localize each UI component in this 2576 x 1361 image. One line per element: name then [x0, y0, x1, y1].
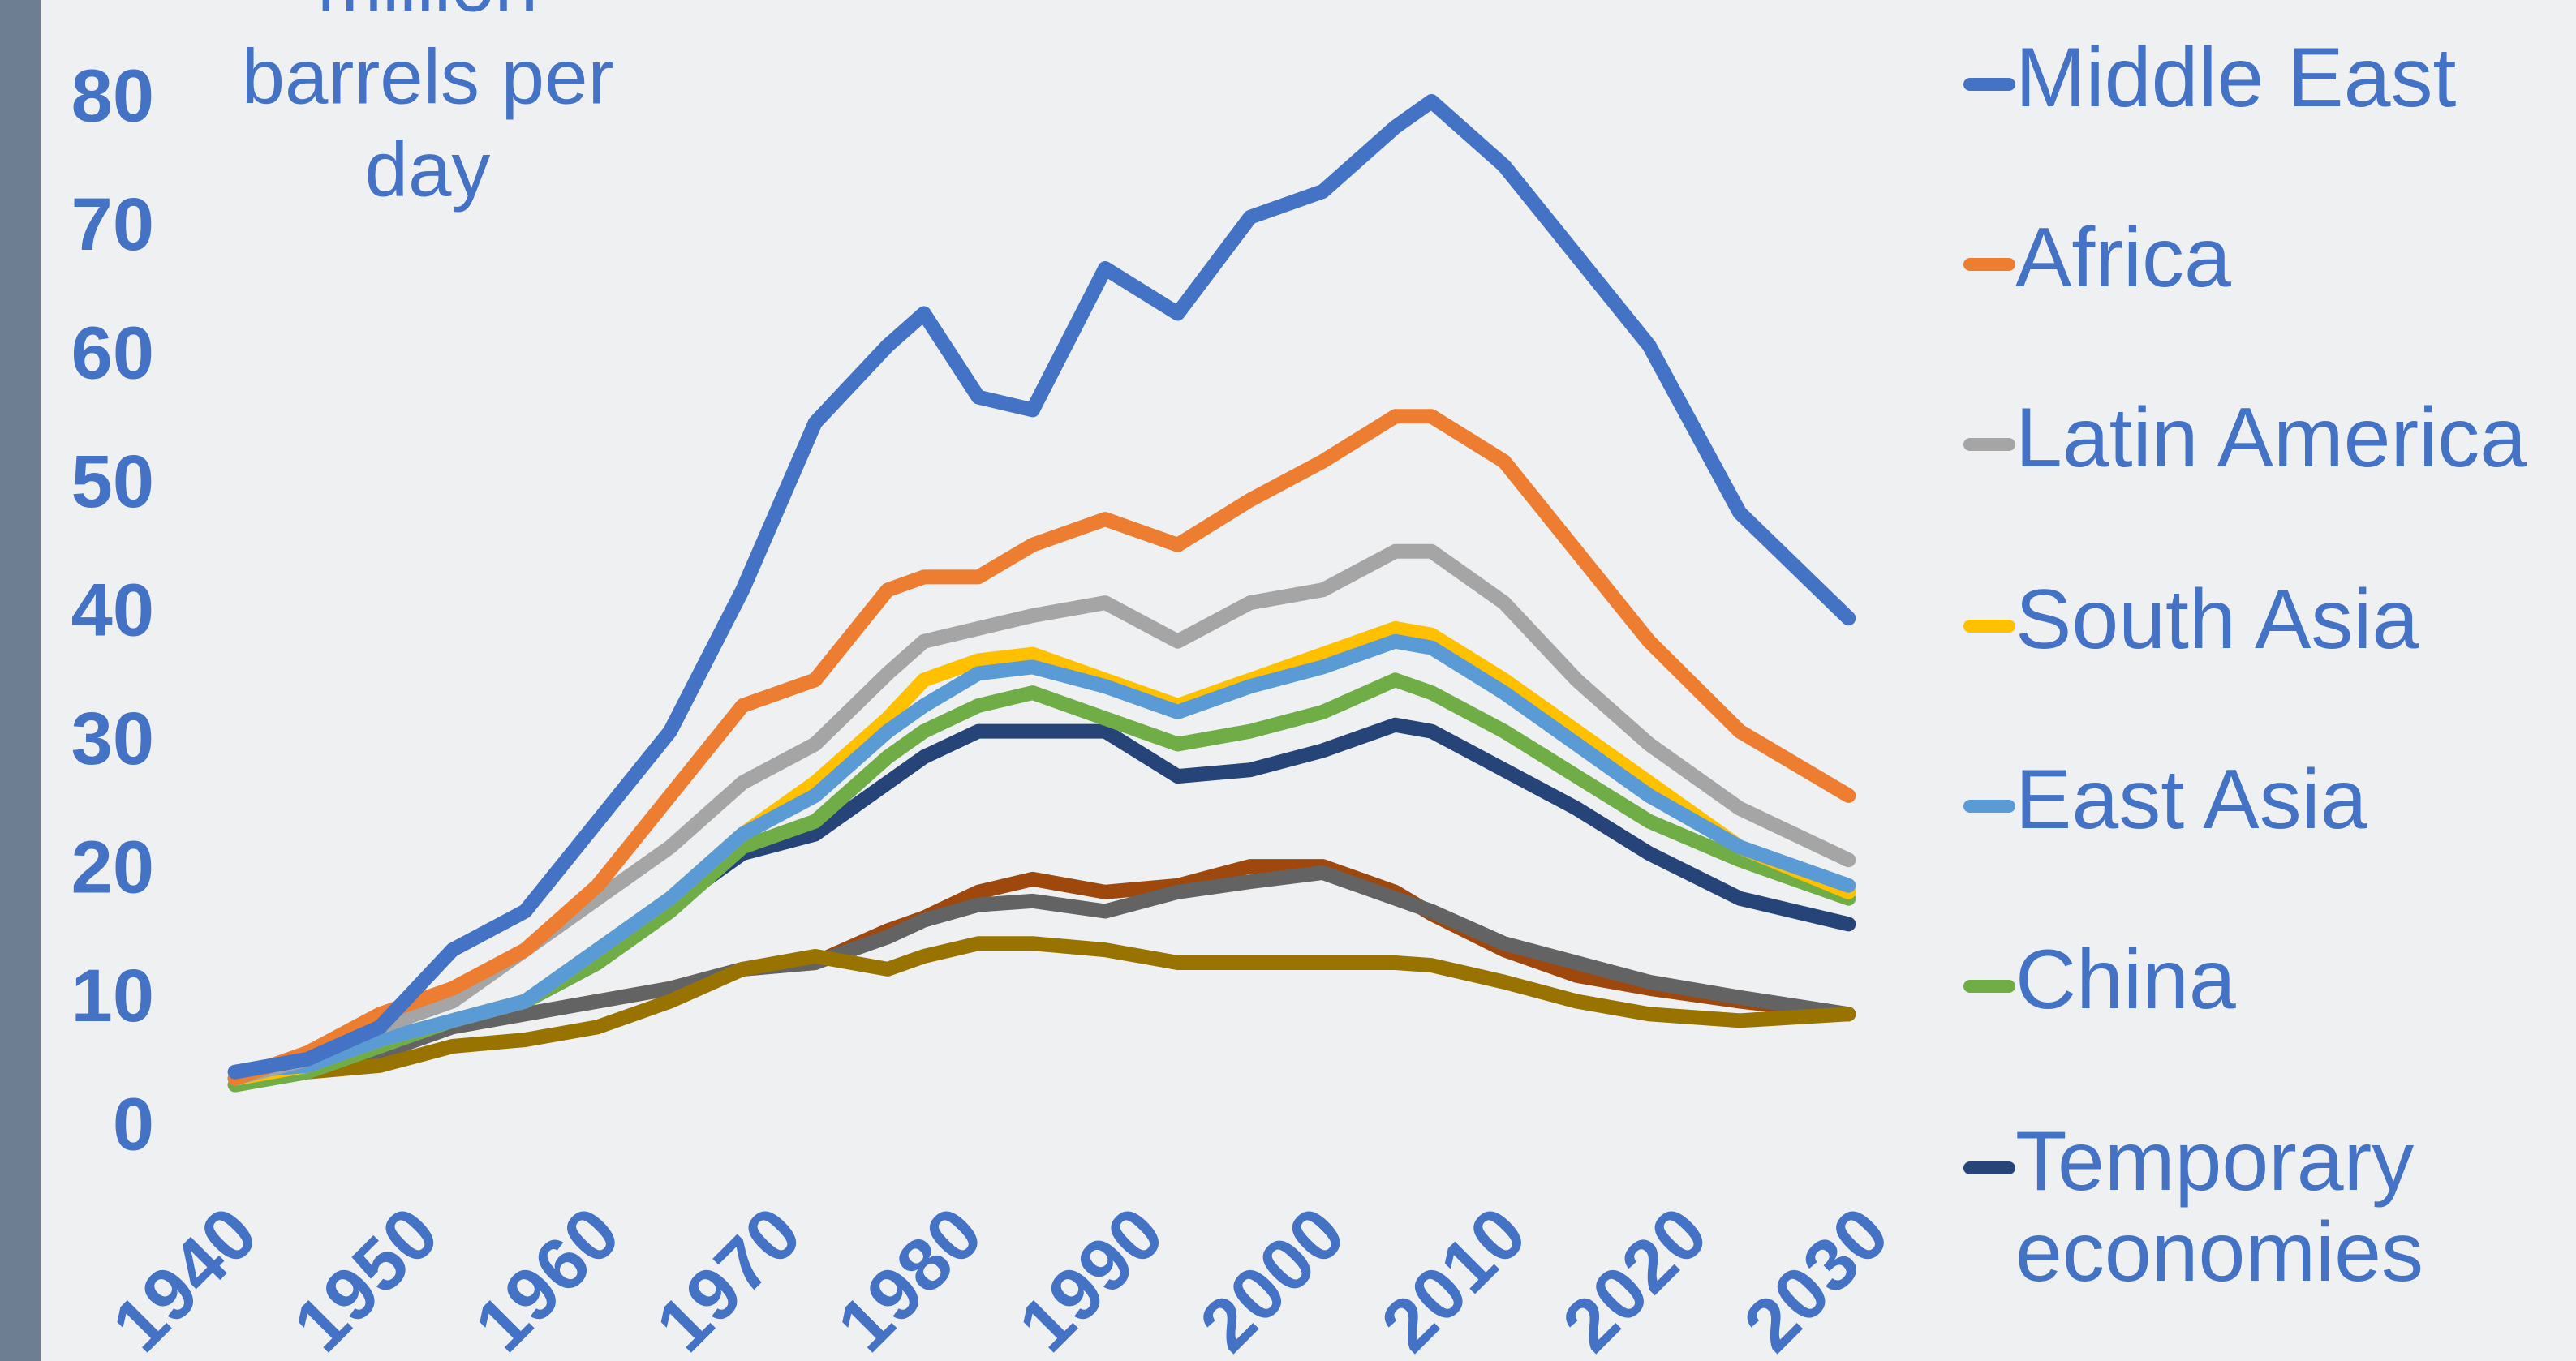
legend-item: Temporary economies [1963, 1116, 2564, 1298]
series-line [227, 633, 1856, 1080]
legend-key [1963, 1161, 2015, 1174]
legend-key [1963, 620, 2015, 633]
series-line [227, 936, 1856, 1093]
y-axis-label: million [317, 0, 538, 28]
series-line [227, 865, 1856, 1086]
legend-key [1963, 258, 2015, 271]
legend-key [1963, 980, 2015, 993]
legend-item: Latin America [1963, 393, 2564, 483]
y-tick-label: 10 [71, 955, 154, 1037]
y-tick-label: 40 [71, 569, 154, 651]
legend-item: China [1963, 934, 2564, 1025]
legend-item: South Asia [1963, 574, 2564, 665]
background [41, 0, 2576, 1361]
legend-label: East Asia [2015, 753, 2367, 847]
legend-label: China [2015, 933, 2236, 1027]
legend-label: Africa [2015, 211, 2231, 305]
legend-item: East Asia [1963, 754, 2564, 845]
legend-label: South Asia [2015, 573, 2419, 667]
series-line [227, 409, 1856, 1086]
y-tick-label: 50 [71, 440, 154, 523]
y-tick-label: 30 [71, 698, 154, 780]
y-axis-label: day [365, 126, 491, 213]
y-tick-label: 90 [71, 0, 154, 9]
legend-label: Latin America [2015, 391, 2527, 485]
legend-label: Middle East [2015, 31, 2457, 125]
y-tick-label: 70 [71, 183, 154, 266]
legend-key [1963, 800, 2015, 813]
series-line [227, 94, 1856, 1080]
y-axis-label: barrels per [242, 33, 614, 120]
legend-key [1963, 438, 2015, 451]
y-tick-label: 80 [71, 54, 154, 137]
legend-item: Africa [1963, 213, 2564, 303]
y-tick-label: 0 [113, 1083, 154, 1166]
background-strip [0, 0, 41, 1361]
y-tick-label: 60 [71, 311, 154, 394]
legend-key [1963, 78, 2015, 91]
legend-item: Middle East [1963, 32, 2564, 123]
legend-label: Temporary economies [2015, 1114, 2423, 1299]
y-tick-label: 20 [71, 826, 154, 908]
